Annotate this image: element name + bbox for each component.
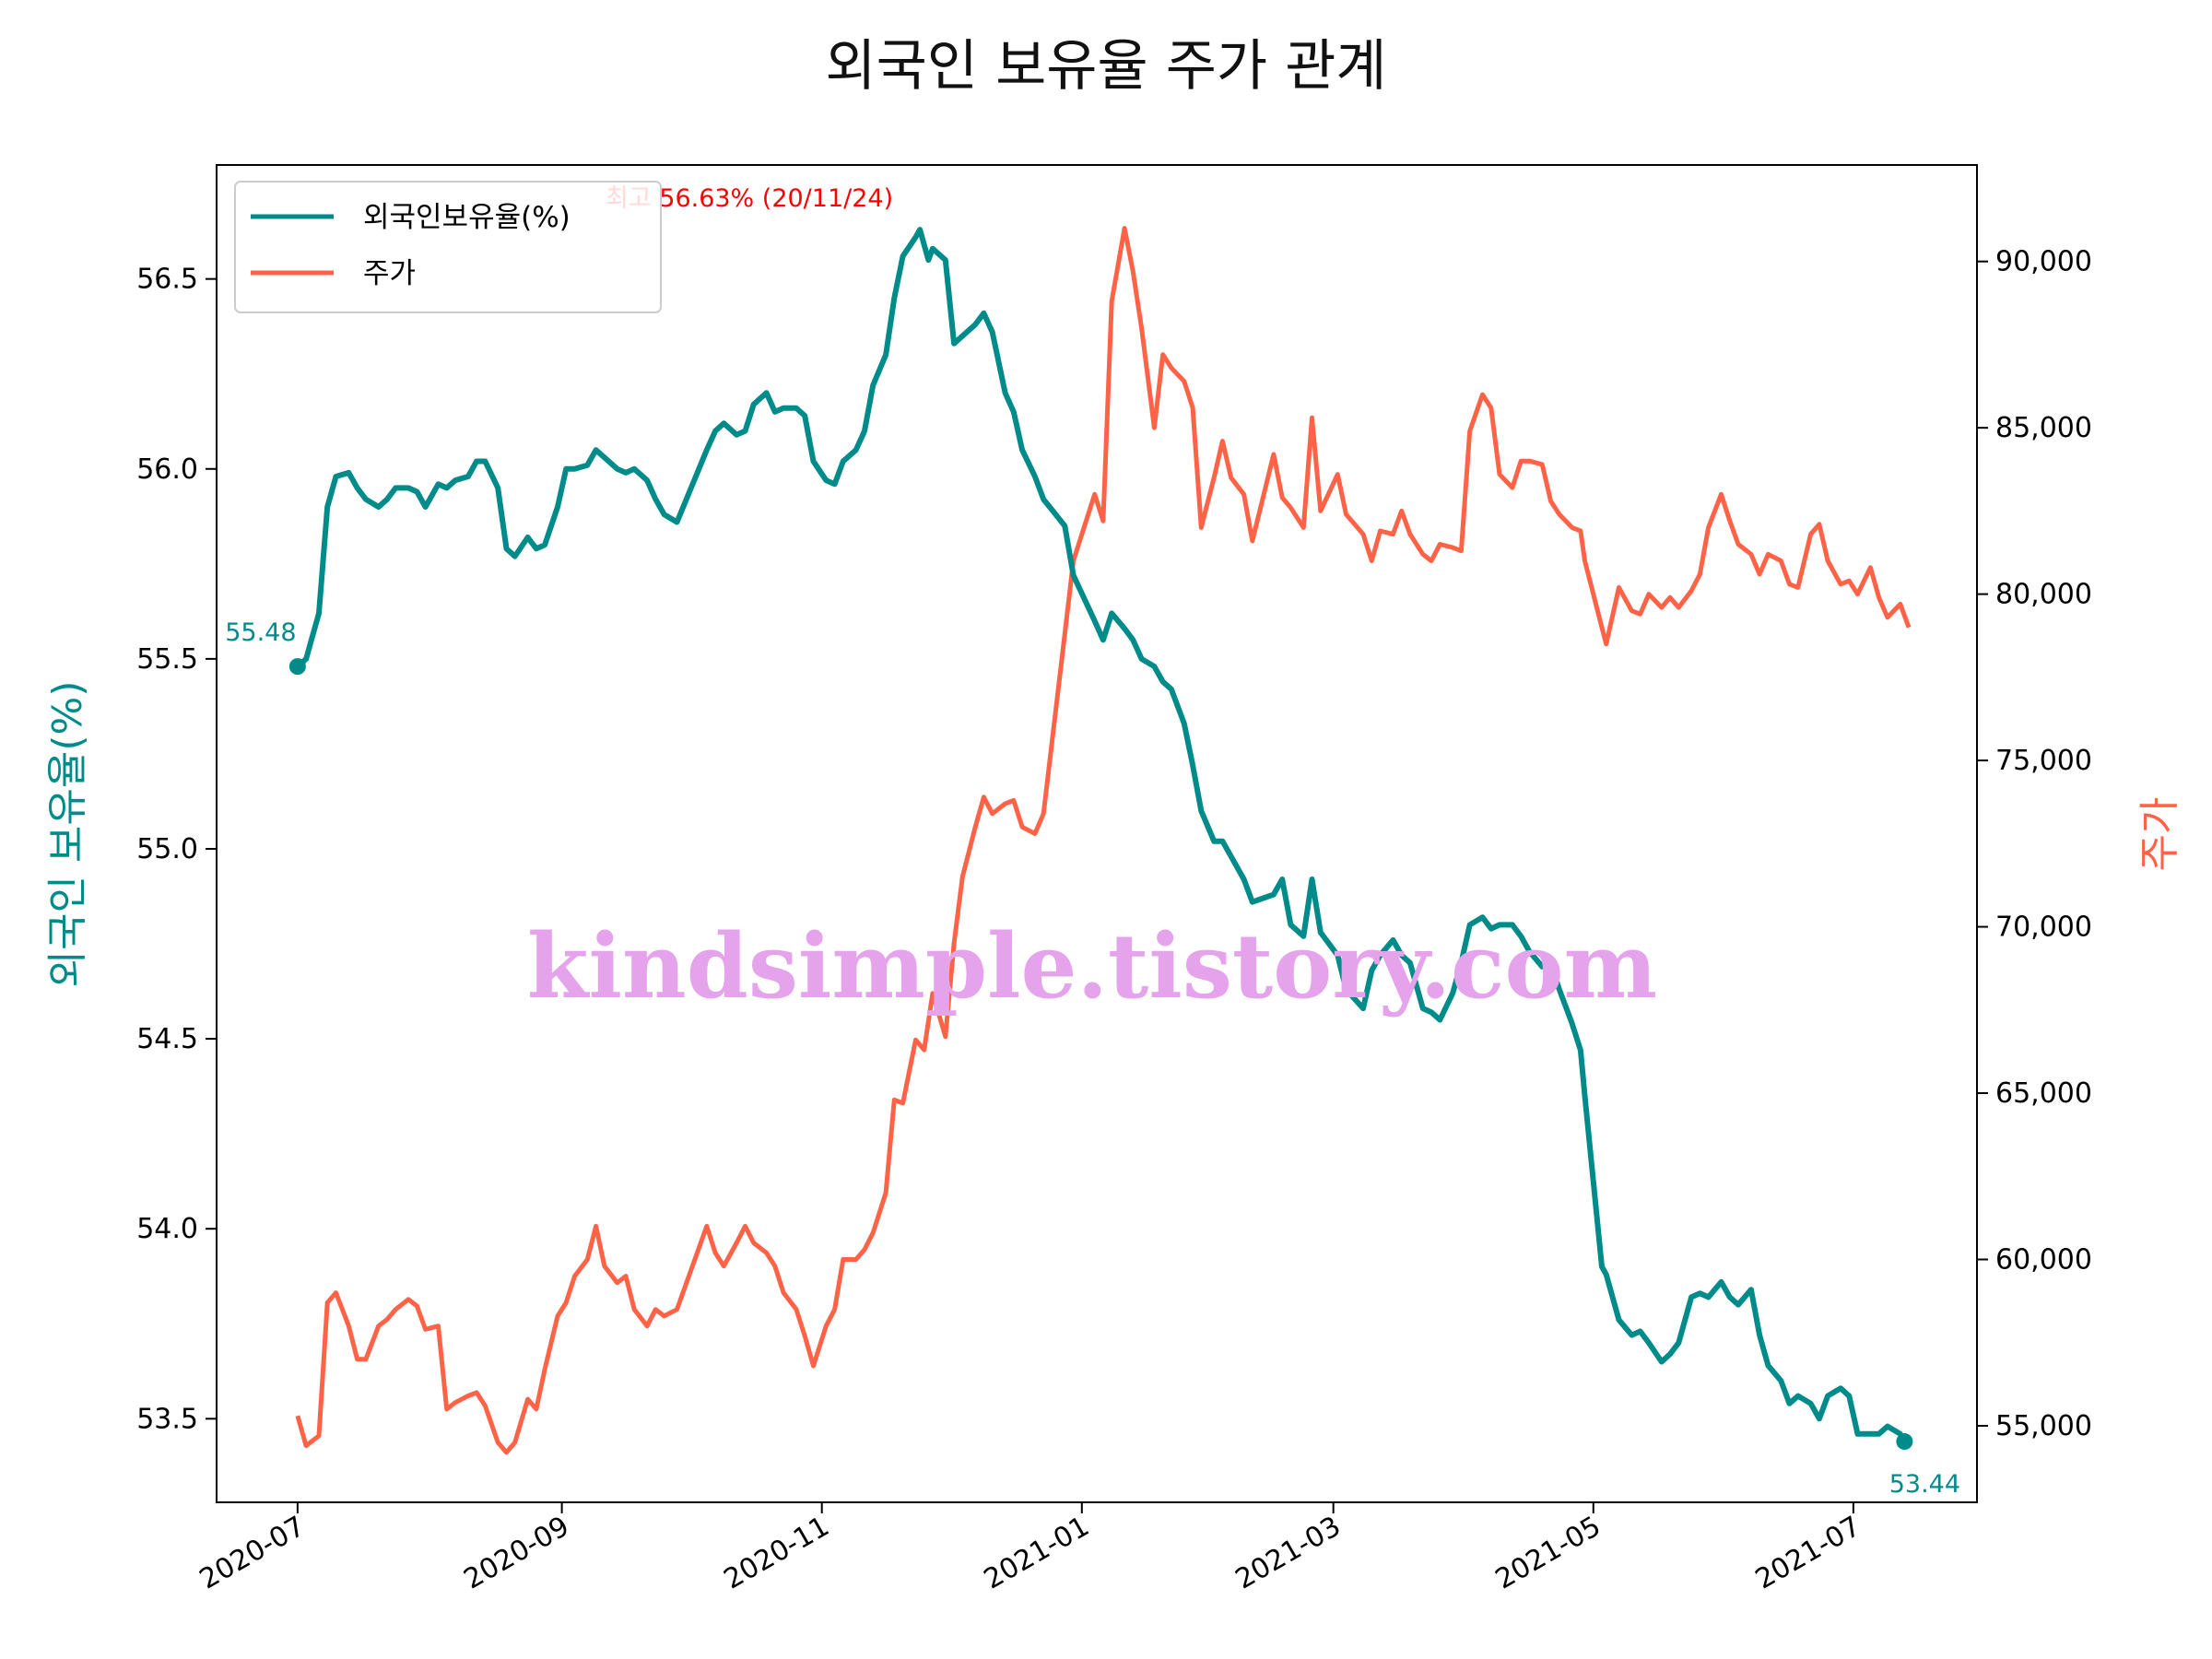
x-axis: 2020-07 2020-09 2020-11 2021-01 2021-03 2021-… — [194, 1502, 1866, 1596]
right-y-tick-label: 85,000 — [1995, 412, 2092, 444]
right-y-tick-label: 65,000 — [1995, 1077, 2092, 1110]
x-tick-label: 2020-07 — [194, 1511, 311, 1596]
x-tick-label: 2021-01 — [979, 1511, 1095, 1596]
left-y-tick-label: 53.5 — [136, 1403, 198, 1435]
left-y-tick-label: 56.0 — [136, 453, 198, 486]
end-value-label: 53.44 — [1889, 1470, 1960, 1499]
right-y-tick-label: 90,000 — [1995, 246, 2092, 278]
holding-line — [295, 227, 1908, 1443]
end-marker — [1896, 1433, 1913, 1451]
watermark: kindsimple.tistory.com — [527, 914, 1657, 1018]
left-y-axis-label: 외국인 보유율(%) — [44, 680, 91, 987]
right-y-axis-label: 주가 — [2136, 797, 2183, 872]
right-y-tick-label: 75,000 — [1995, 745, 2092, 777]
plot-frame — [216, 164, 1978, 1503]
left-y-axis: 53.5 54.0 54.5 55.0 55.5 56.0 56.5 — [136, 264, 217, 1435]
x-tick-label: 2020-09 — [459, 1511, 575, 1596]
right-y-tick-label: 80,000 — [1995, 579, 2092, 611]
right-y-axis: 55,000 60,000 65,000 70,000 75,000 80,000 85,0… — [1977, 246, 2092, 1442]
left-y-tick-label: 55.0 — [136, 833, 198, 865]
right-y-tick-label: 55,000 — [1995, 1410, 2092, 1442]
start-value-label: 55.48 — [225, 618, 296, 647]
left-y-tick-label: 55.5 — [136, 643, 198, 676]
x-tick-label: 2021-07 — [1750, 1511, 1866, 1596]
x-tick-label: 2020-11 — [719, 1511, 835, 1596]
start-marker — [288, 658, 306, 676]
left-y-tick-label: 54.0 — [136, 1213, 198, 1245]
legend-label-holding: 외국인보유율(%) — [363, 201, 571, 234]
price-line — [295, 226, 1912, 1455]
x-tick-label: 2021-05 — [1490, 1511, 1606, 1596]
legend-label-price: 주가 — [363, 257, 416, 290]
legend-box — [234, 181, 662, 313]
left-y-tick-label: 54.5 — [136, 1023, 198, 1055]
chart-title: 외국인 보유율 주가 관계 — [825, 34, 1386, 99]
legend: 외국인보유율(%) 주가 — [234, 181, 662, 313]
left-y-tick-label: 56.5 — [136, 264, 198, 296]
x-tick-label: 2021-03 — [1230, 1511, 1347, 1596]
right-y-tick-label: 60,000 — [1995, 1244, 2092, 1277]
right-y-tick-label: 70,000 — [1995, 912, 2092, 944]
